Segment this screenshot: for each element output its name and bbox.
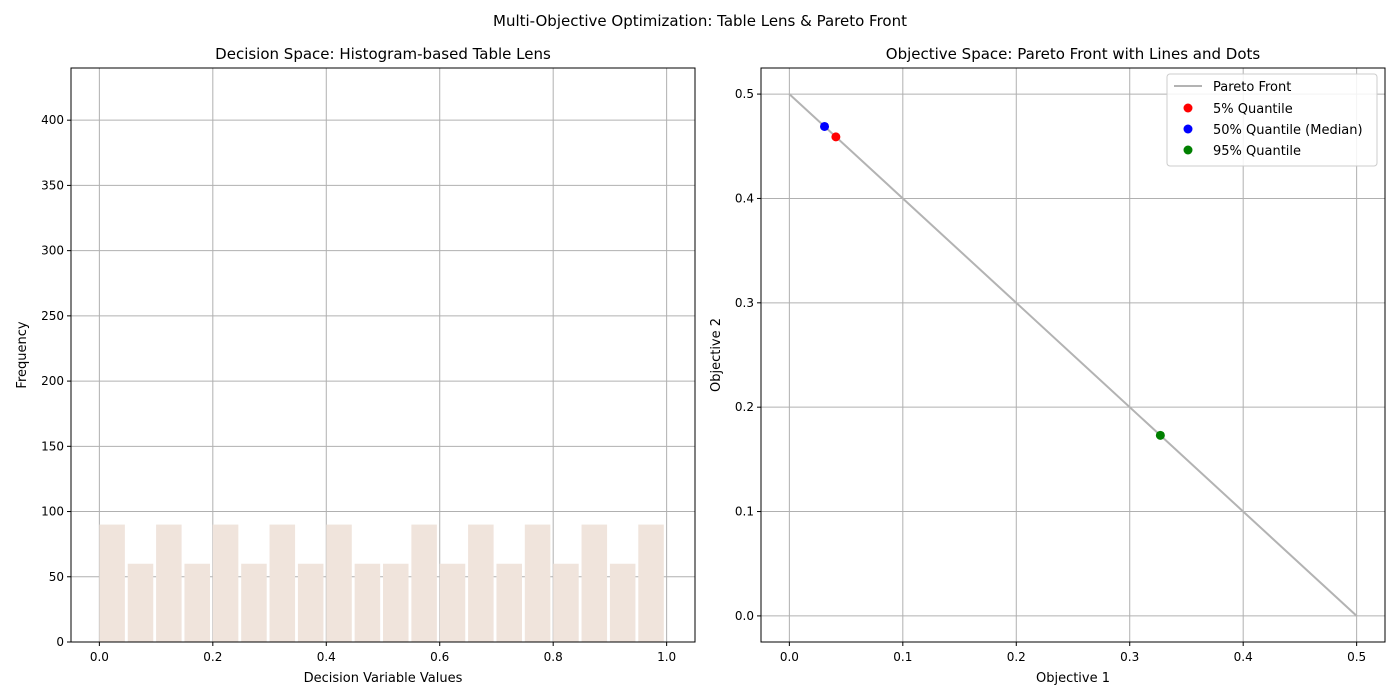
quantile-point: [831, 132, 841, 142]
histogram-bar: [553, 563, 579, 642]
legend-label-5-quantile: 5% Quantile: [1213, 102, 1293, 117]
histogram-bar: [354, 563, 381, 642]
pareto-series: [788, 93, 1358, 617]
chart-1-xtick-label: 0.3: [1120, 650, 1139, 664]
legend-label-pareto-front: Pareto Front: [1213, 80, 1291, 95]
histogram-bar: [609, 563, 636, 642]
histogram-bar: [383, 563, 409, 642]
histogram-bar: [439, 563, 466, 642]
histogram-bar: [212, 524, 239, 642]
histogram-bar: [269, 524, 296, 642]
chart-1-xtick-label: 0.2: [1007, 650, 1026, 664]
histogram-bar: [468, 524, 494, 642]
histogram-bar: [638, 524, 664, 642]
histogram-bar: [326, 524, 352, 642]
legend-swatch-5-quantile: [1183, 103, 1193, 113]
histogram-bar: [156, 524, 182, 642]
histogram-chart: Decision Space: Histogram-based Table Le…: [15, 45, 696, 686]
legend-label-95-quantile: 95% Quantile: [1213, 144, 1301, 159]
pareto-front-line: [788, 93, 1358, 617]
chart-0-ytick-label: 350: [41, 178, 64, 192]
chart-0-xtick-label: 0.0: [90, 650, 109, 664]
chart-0-xtick-label: 0.2: [203, 650, 222, 664]
chart-1-xtick-label: 0.0: [780, 650, 799, 664]
legend-swatch-95-quantile: [1183, 145, 1193, 155]
chart-1-ytick-label: 0.5: [735, 87, 754, 101]
chart-1-ytick-label: 0.1: [735, 505, 754, 519]
pareto-legend: Pareto Front 5% Quantile 50% Quantile (M…: [1166, 73, 1378, 167]
histogram-bar: [496, 563, 522, 642]
histogram-bar: [241, 563, 267, 642]
chart-0-ytick-label: 400: [41, 113, 64, 127]
quantile-point: [1155, 430, 1165, 440]
histogram-bar: [297, 563, 324, 642]
chart-0-xtick-label: 1.0: [657, 650, 676, 664]
histogram-bar: [184, 563, 210, 642]
chart-0-ytick-label: 0: [56, 635, 64, 649]
chart-0-xtick-label: 0.6: [430, 650, 449, 664]
chart-0-ytick-label: 250: [41, 309, 64, 323]
histogram-title: Decision Space: Histogram-based Table Le…: [215, 45, 551, 63]
histogram-bar: [411, 524, 437, 642]
chart-0-ytick-label: 200: [41, 374, 64, 388]
histogram-grid: [71, 68, 695, 643]
legend-swatch-50-quantile: [1183, 124, 1193, 134]
quantile-point: [820, 121, 830, 131]
chart-0-ytick-label: 300: [41, 244, 64, 258]
histogram-bar: [581, 524, 608, 642]
histogram-bar: [524, 524, 551, 642]
chart-1-xtick-label: 0.1: [893, 650, 912, 664]
chart-0-xtick-label: 0.4: [317, 650, 336, 664]
pareto-xlabel: Objective 1: [1036, 671, 1110, 686]
histogram-plot-frame: [70, 67, 696, 643]
pareto-title: Objective Space: Pareto Front with Lines…: [886, 45, 1261, 63]
figure-title: Multi-Objective Optimization: Table Lens…: [493, 12, 907, 30]
chart-1-ytick-label: 0.3: [735, 296, 754, 310]
chart-1-xtick-label: 0.4: [1234, 650, 1253, 664]
chart-1-ytick-label: 0.2: [735, 400, 754, 414]
chart-0-xtick-label: 0.8: [544, 650, 563, 664]
pareto-ylabel: Objective 2: [709, 318, 724, 392]
histogram-bars: [99, 524, 664, 642]
chart-1-xtick-label: 0.5: [1347, 650, 1366, 664]
chart-1-ytick-label: 0.4: [735, 191, 754, 205]
chart-0-ytick-label: 150: [41, 439, 64, 453]
chart-0-ytick-label: 50: [49, 570, 64, 584]
legend-frame: [1166, 73, 1378, 167]
pareto-ticks: 0.0 0.1 0.2 0.3 0.4 0.5 0.0 0.1 0.2 0.3 0.4 0.5: [735, 87, 1366, 664]
chart-1-ytick-label: 0.0: [735, 609, 754, 623]
histogram-ticks: 0.0 0.2 0.4 0.6 0.8 1.0 0 50 100 150 200 250 300 350 4…: [41, 113, 676, 664]
pareto-plot-frame: [760, 67, 1386, 643]
histogram-bar: [127, 563, 154, 642]
histogram-xlabel: Decision Variable Values: [304, 671, 463, 686]
histogram-bar: [99, 524, 125, 642]
legend-label-50-quantile: 50% Quantile (Median): [1213, 123, 1363, 138]
pareto-chart: Objective Space: Pareto Front with Lines…: [709, 45, 1386, 686]
chart-0-ytick-label: 100: [41, 505, 64, 519]
histogram-ylabel: Frequency: [15, 321, 30, 388]
